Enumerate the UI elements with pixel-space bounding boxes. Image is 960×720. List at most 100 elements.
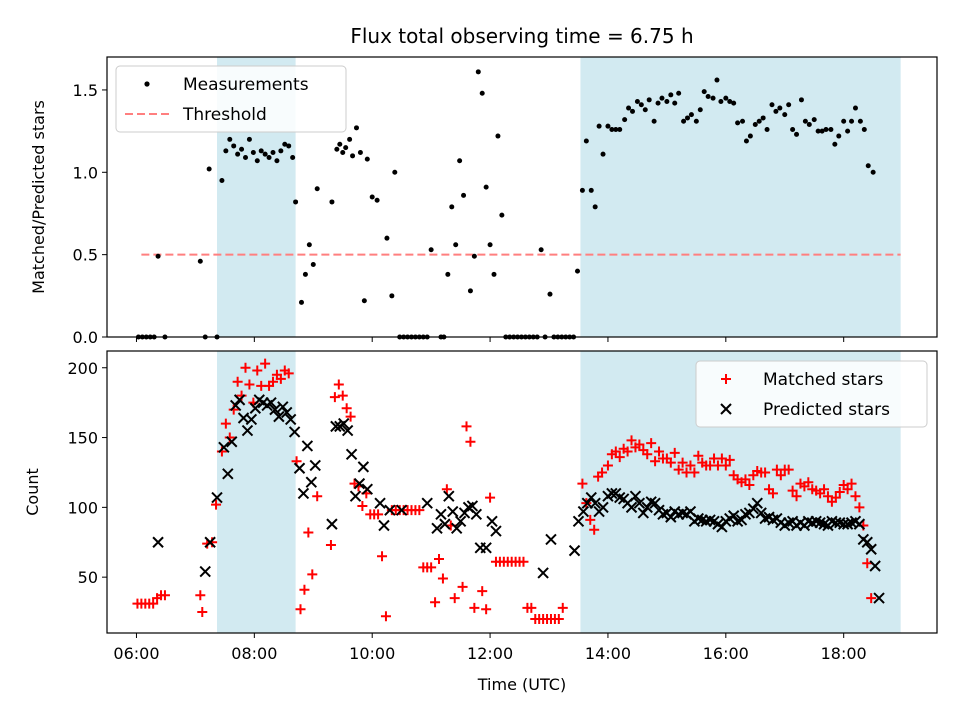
predicted-star-point — [301, 440, 314, 452]
measurement-point — [242, 154, 248, 160]
measurement-point — [740, 118, 746, 124]
bottom-legend-frame — [695, 360, 928, 428]
matched-star-point — [441, 484, 452, 495]
predicted-star-point — [421, 497, 433, 509]
predicted-star-point — [625, 501, 638, 514]
matched-star-point — [465, 436, 476, 447]
matched-star-point — [646, 438, 657, 449]
predicted-star-point — [353, 477, 366, 490]
measurement-point — [314, 186, 320, 192]
matched-star-point — [634, 439, 645, 450]
matched-star-point — [553, 614, 564, 625]
matched-star-point — [232, 376, 243, 387]
measurement-point — [293, 199, 299, 205]
predicted-star-point — [226, 436, 238, 448]
predicted-star-point — [288, 426, 301, 438]
measurement-point — [626, 105, 632, 111]
measurement-point — [258, 148, 264, 154]
measurement-point — [836, 133, 842, 139]
measurement-point — [155, 253, 161, 259]
matched-star-point — [866, 593, 877, 604]
measurement-point — [655, 100, 661, 106]
matched-star-point — [842, 484, 853, 495]
measurement-point — [353, 125, 359, 131]
matched-star-point — [211, 499, 222, 510]
measurement-point — [246, 136, 252, 142]
matched-star-point — [673, 464, 684, 475]
measurement-point — [752, 122, 758, 128]
matched-star-point — [377, 551, 388, 562]
measurement-point — [239, 146, 245, 152]
matched-star-point — [597, 467, 608, 478]
predicted-star-point — [443, 490, 455, 502]
top-axes-frame — [106, 56, 938, 338]
measurement-point — [206, 166, 212, 172]
predicted-star-point — [480, 542, 492, 554]
measurement-point — [693, 118, 699, 124]
measurement-point — [651, 118, 657, 124]
predicted-star-point — [751, 497, 763, 509]
measurement-point — [445, 271, 451, 277]
measurement-point — [802, 118, 808, 124]
predicted-star-point — [490, 525, 502, 537]
measurement-point — [254, 158, 260, 164]
measurement-point — [350, 153, 356, 159]
measurement-point — [600, 151, 606, 157]
measurement-point — [278, 148, 284, 154]
predicted-star-point — [486, 515, 498, 528]
predicted-star-point — [218, 441, 230, 454]
matched-star-point — [373, 509, 384, 520]
predicted-star-point — [245, 413, 258, 426]
predicted-star-point — [755, 507, 767, 519]
predicted-star-point — [585, 491, 597, 504]
measurement-point — [727, 98, 733, 104]
measurement-point — [794, 131, 800, 137]
matched-star-point — [850, 491, 861, 502]
predicted-star-point — [629, 490, 642, 502]
predicted-star-point — [361, 483, 374, 495]
matched-star-point — [195, 590, 206, 601]
measurement-point — [617, 126, 623, 132]
matched-star-point — [485, 492, 496, 503]
measurement-point — [832, 141, 838, 147]
top-panel: Matched/Predicted stars 0.0 0.5 1.0 1.5 Mea… — [29, 56, 938, 347]
predicted-star-point — [665, 511, 677, 523]
measurement-point — [613, 126, 619, 132]
bottom-legend: Matched stars Predicted stars — [695, 360, 928, 428]
measurement-point — [428, 247, 434, 253]
measurement-point — [760, 115, 766, 121]
matched-star-point — [783, 464, 794, 475]
top-ytick-label: 1.0 — [73, 163, 98, 182]
matched-star-point — [585, 514, 596, 525]
predicted-star-point — [211, 491, 223, 504]
measurement-point — [583, 138, 589, 144]
measurement-point — [865, 163, 871, 169]
top-ytick-label: 0.5 — [73, 246, 98, 265]
bottom-xtick-label: 08:00 — [231, 644, 277, 663]
predicted-star-point — [357, 461, 370, 473]
measurement-point — [790, 126, 796, 132]
predicted-star-point — [297, 487, 310, 500]
predicted-star-point — [454, 515, 467, 528]
predicted-star-point — [284, 413, 297, 426]
measurement-point — [857, 118, 863, 124]
measurement-point — [823, 126, 829, 132]
measurement-point — [310, 262, 316, 268]
bottom-shaded-interval-0 — [217, 351, 296, 633]
matched-star-point — [602, 460, 613, 471]
measurement-point — [223, 148, 229, 154]
predicted-star-point — [229, 399, 242, 412]
matched-star-point — [329, 392, 340, 403]
measurement-point — [747, 133, 753, 139]
matched-star-point — [822, 491, 833, 502]
measurement-point — [714, 77, 720, 83]
matched-star-point — [720, 460, 731, 471]
bottom-xtick-label: 10:00 — [349, 644, 395, 663]
measurement-point — [630, 108, 636, 114]
legend-matched-label: Matched stars — [763, 370, 883, 390]
predicted-star-point — [269, 403, 281, 416]
legend-matched-marker — [721, 374, 731, 384]
measurement-point — [723, 95, 729, 101]
matched-star-point — [295, 604, 306, 615]
top-ytick-label: 0.0 — [73, 328, 98, 347]
